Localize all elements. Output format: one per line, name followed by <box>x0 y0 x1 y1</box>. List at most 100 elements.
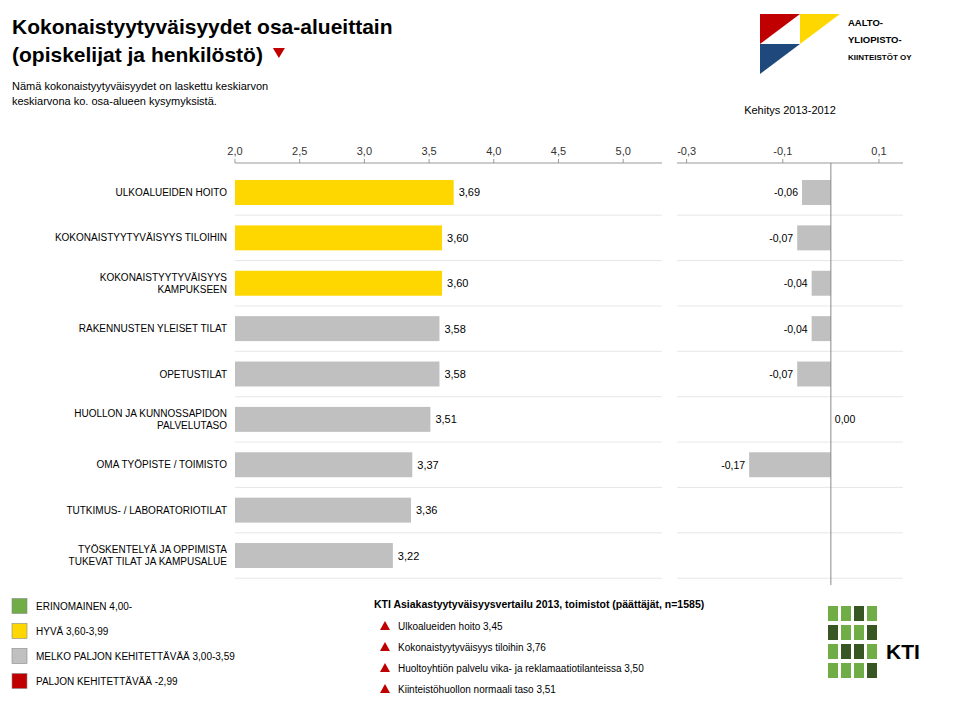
logo-square <box>854 644 864 659</box>
bars <box>235 180 454 568</box>
row-divider <box>235 578 662 579</box>
logo-text: KTI <box>886 640 920 663</box>
data-label: 3,58 <box>444 323 465 335</box>
tick-mark <box>493 159 494 163</box>
legend-label: HYVÄ 3,60-3,99 <box>36 626 109 637</box>
logo-square <box>867 644 877 659</box>
kti-info: KTI Asiakastyytyväisyysvertailu 2013, to… <box>374 598 704 695</box>
category-label: ULKOALUEIDEN HOITO <box>115 187 227 198</box>
row-divider <box>677 305 903 306</box>
chart-root: Kokonaistyytyväisyydet osa-alueittain(op… <box>0 0 960 710</box>
data-label: -0,17 <box>721 459 745 471</box>
bar <box>235 543 393 568</box>
row-divider <box>235 351 662 352</box>
tick-label: -0,1 <box>773 145 792 157</box>
category-label: OMA TYÖPISTE / TOIMISTO <box>97 459 228 470</box>
data-label: 3,60 <box>447 277 468 289</box>
category-line: TUTKIMUS- / LABORATORIOTILAT <box>66 505 227 516</box>
logo-square <box>841 663 851 678</box>
category-line: TUKEVAT TILAT JA KAMPUSALUE <box>69 556 228 567</box>
category-line: KAMPUKSEEN <box>158 284 227 295</box>
legend-label: PALJON KEHITETTÄVÄÄ -2,99 <box>36 676 178 687</box>
legend-swatch <box>12 649 27 664</box>
bar <box>235 498 411 523</box>
logo-square <box>841 606 851 621</box>
logo-aalto: AALTO-YLIOPISTO-KIINTEISTÖT OY <box>760 14 912 74</box>
bar <box>235 407 430 432</box>
data-label: 3,51 <box>435 413 456 425</box>
tick-label: 2,5 <box>292 145 307 157</box>
subtitle: keskiarvona ko. osa-alueen kysymyksistä. <box>12 95 217 107</box>
data-label: -0,04 <box>784 323 808 335</box>
main-chart: 2,02,53,03,54,04,55,03,69ULKOALUEIDEN HO… <box>0 145 662 578</box>
logo-square <box>841 625 851 640</box>
logo-square <box>828 644 838 659</box>
logo-square <box>854 625 864 640</box>
logo-triangle <box>760 44 800 74</box>
annotation: Ulkoalueiden hoito 3,45 <box>398 621 503 632</box>
logo-text: KIINTEISTÖT OY <box>848 53 912 62</box>
title: Kokonaistyytyväisyydet osa-alueittain <box>12 15 392 38</box>
row-divider <box>677 260 903 261</box>
zero-line <box>830 163 831 585</box>
bar <box>812 316 831 341</box>
category-line: PALVELUTASO <box>157 420 227 431</box>
bars <box>749 180 831 477</box>
category-line: KOKONAISTYYTYVÄISYYS <box>100 272 228 283</box>
logo-square <box>841 644 851 659</box>
tick-label: -0,3 <box>677 145 696 157</box>
bar <box>235 362 439 387</box>
tick-label: 3,0 <box>357 145 372 157</box>
row-divider <box>677 396 903 397</box>
bar <box>235 271 442 296</box>
tick-label: 0,1 <box>871 145 886 157</box>
logo-square <box>828 606 838 621</box>
tick-mark <box>878 159 879 163</box>
data-label: 0,00 <box>835 413 856 425</box>
category-label: OPETUSTILAT <box>159 369 227 380</box>
data-label: 3,58 <box>444 368 465 380</box>
data-label: -0,07 <box>769 232 793 244</box>
row-divider <box>235 487 662 488</box>
tick-mark <box>686 159 687 163</box>
logo-triangle <box>760 14 800 44</box>
tick-label: 2,0 <box>227 145 242 157</box>
row-divider <box>677 442 903 443</box>
row-divider <box>677 487 903 488</box>
logo-square <box>867 606 877 621</box>
bullet <box>380 663 390 672</box>
row-divider <box>235 442 662 443</box>
logo-kti: KTI <box>828 606 920 678</box>
legend-label: MELKO PALJON KEHITETTÄVÄÄ 3,00-3,59 <box>36 651 235 662</box>
category-label: TUTKIMUS- / LABORATORIOTILAT <box>66 505 227 516</box>
category-label: KOKONAISTYYTYVÄISYYS TILOIHIN <box>55 232 227 243</box>
bar <box>235 316 439 341</box>
logo-square <box>867 663 877 678</box>
bar <box>749 452 831 477</box>
tick-label: 4,5 <box>551 145 566 157</box>
tick-label: 3,5 <box>421 145 436 157</box>
category-line: KOKONAISTYYTYVÄISYYS TILOIHIN <box>55 232 227 243</box>
row-divider <box>677 351 903 352</box>
logo-text: YLIOPISTO- <box>848 34 902 45</box>
bar <box>812 271 831 296</box>
data-label: 3,36 <box>416 504 437 516</box>
annotation: Kiinteistöhuollon normaali taso 3,51 <box>398 684 556 695</box>
axis-line <box>677 163 903 164</box>
bullet <box>380 621 390 630</box>
tick-mark <box>235 159 236 163</box>
tick-mark <box>558 159 559 163</box>
bar <box>235 225 442 250</box>
data-label: 3,69 <box>459 186 480 198</box>
row-divider <box>677 215 903 216</box>
row-divider <box>235 215 662 216</box>
row-divider <box>235 260 662 261</box>
bar <box>802 180 831 205</box>
legend-swatch <box>12 599 27 614</box>
subtitle: Nämä kokonaistyytyväisyydet on laskettu … <box>12 80 268 92</box>
tick-mark <box>364 159 365 163</box>
category-label: TYÖSKENTELYÄ JA OPPIMISTATUKEVAT TILAT J… <box>69 544 228 567</box>
tick-mark <box>299 159 300 163</box>
annotation-title: KTI Asiakastyytyväisyysvertailu 2013, to… <box>374 598 704 610</box>
logo-triangle <box>800 14 840 44</box>
